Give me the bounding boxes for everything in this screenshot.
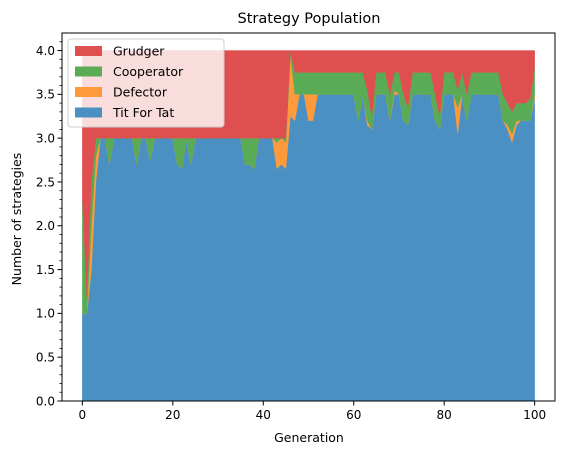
legend-swatch <box>75 87 102 97</box>
legend-swatch <box>75 66 102 77</box>
x-tick-label: 0 <box>79 408 87 422</box>
legend-box <box>67 38 225 128</box>
x-tick-label: 20 <box>165 408 180 422</box>
y-tick-label: 3.5 <box>36 88 55 102</box>
x-axis-label: Generation <box>274 430 344 445</box>
legend-label: Cooperator <box>113 64 184 79</box>
x-tick-label: 60 <box>346 408 361 422</box>
y-tick-label: 0.5 <box>36 350 55 364</box>
x-tick-label: 100 <box>523 408 546 422</box>
chart-title: Strategy Population <box>238 11 381 27</box>
y-axis-label: Number of strategies <box>9 153 24 286</box>
y-tick-label: 2.5 <box>36 175 55 189</box>
legend-label: Tit For Tat <box>112 105 174 120</box>
y-axis: 0.0 0.5 1.0 1.5 2.0 2.5 3.0 3.5 4.0 <box>36 41 62 408</box>
y-tick-label: 1.5 <box>36 263 55 277</box>
legend-label: Grudger <box>113 44 165 59</box>
y-tick-label: 0.0 <box>36 394 55 408</box>
x-axis: 0 20 40 60 80 100 <box>79 401 546 422</box>
legend-label: Defector <box>113 85 168 100</box>
x-tick-label: 80 <box>437 408 452 422</box>
y-tick-label: 3.0 <box>36 131 55 145</box>
legend-swatch <box>75 107 102 118</box>
legend-swatch <box>75 46 102 56</box>
x-tick-label: 40 <box>256 408 271 422</box>
plot-frame <box>61 32 556 402</box>
y-tick-label: 2.0 <box>36 219 55 233</box>
y-tick-label: 4.0 <box>36 44 55 58</box>
legend: Grudger Cooperator Defector Tit For Tat <box>67 38 225 128</box>
y-tick-label: 1.0 <box>36 307 55 321</box>
